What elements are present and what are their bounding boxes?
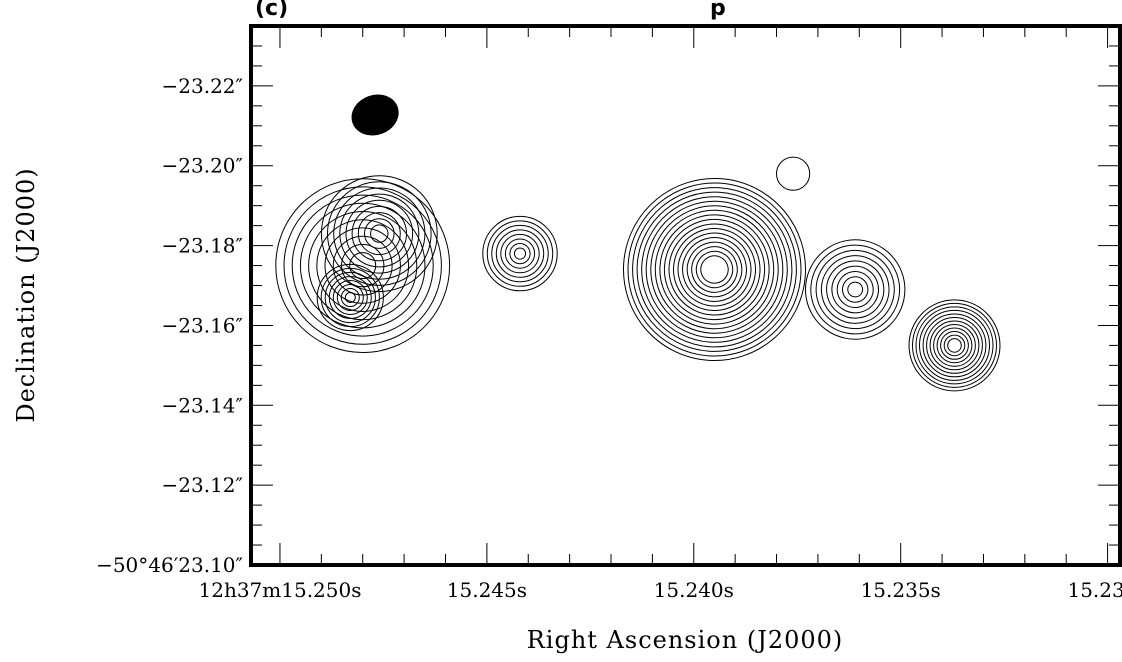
contour-core-level-18: [700, 255, 729, 284]
contour-east-lobe-lower-level-2: [327, 181, 432, 286]
y-tick-label: −23.22″: [162, 74, 243, 98]
contour-core-level-10: [663, 218, 766, 321]
contour-knot-level-5: [500, 233, 540, 274]
contour-west-knot-level-5: [922, 313, 987, 378]
contour-core-level-1: [623, 178, 806, 361]
y-tick-label: −23.16″: [162, 313, 243, 337]
tick-marks: [251, 25, 1120, 566]
x-tick-label: 15.240s: [654, 578, 734, 602]
contour-mid-knot-level-9: [847, 281, 864, 298]
contour-knot-level-2: [486, 220, 554, 287]
contour-west-knot-level-11: [943, 334, 966, 357]
contour-east-lobe-lower-level-4: [339, 193, 420, 274]
contour-east-link-level-1: [275, 178, 451, 354]
contour-core-level-2: [627, 182, 802, 357]
x-axis-title: Right Ascension (J2000): [527, 626, 844, 654]
contour-west-knot-level-2: [912, 302, 997, 388]
contour-core-level-17: [695, 250, 734, 289]
contour-core-level-9: [659, 214, 770, 325]
contour-east-link-level-5: [308, 211, 418, 321]
contour-west-knot-level-10: [940, 331, 969, 360]
contour-east-lobe-lower-level-5: [345, 199, 414, 268]
chart-title: (c): [255, 0, 288, 21]
contour-knot-level-7: [509, 243, 531, 265]
contour-west-knot-level-9: [936, 327, 973, 364]
contour-east-lobe-lower-level-1: [320, 175, 438, 293]
y-tick-label: −23.20″: [162, 154, 243, 178]
contour-core-level-15: [686, 241, 743, 298]
contour-core-level-8: [654, 209, 775, 330]
contour-core-level-13: [677, 232, 752, 307]
plot-frame: [249, 24, 1122, 567]
x-tick-label: 15.230s: [1067, 578, 1122, 602]
contour-west-knot-level-3: [915, 306, 994, 385]
contour-knot-level-8: [513, 247, 527, 260]
contour-core-level-11: [668, 223, 761, 316]
contour-knot-level-3: [491, 224, 549, 283]
contour-west-knot-level-7: [929, 320, 980, 371]
beam-ellipse: [351, 94, 399, 136]
contour-east-link-level-8: [332, 235, 393, 296]
contour-mid-knot-level-6: [831, 265, 880, 314]
chart-title-suffix: p: [710, 0, 726, 21]
contour-core-level-5: [641, 196, 788, 343]
contour-mid-knot-level-7: [836, 271, 874, 308]
contour-core-level-14: [682, 237, 747, 302]
y-tick-labels: −50°46′23.10″ −23.12″ −23.14″ −23.16″ −23.18…: [96, 74, 243, 577]
contour-knot-level-4: [495, 229, 545, 278]
contour-east-link-level-10: [349, 252, 377, 280]
contour-mid-knot-level-8: [841, 276, 869, 303]
contour-east-lobe-lower-level-3: [333, 187, 426, 280]
contour-core-level-7: [650, 205, 779, 334]
contour-east-lobe-lower-level-9: [370, 224, 389, 243]
contour-west-knot-level-12: [947, 338, 962, 353]
x-tick-label: 15.245s: [447, 578, 527, 602]
contour-mid-knot-level-4: [820, 255, 890, 324]
beam-layer: [351, 94, 399, 136]
contour-east-lobe-upper-level-6: [336, 284, 364, 311]
y-tick-label: −23.12″: [162, 473, 243, 497]
contour-core-level-16: [691, 246, 738, 293]
contour-mid-knot-level-5: [826, 260, 885, 319]
contour-east-link-level-6: [316, 219, 410, 313]
contour-mid-knot-level-2: [810, 244, 901, 335]
contour-knot-level-1: [482, 215, 558, 292]
contour-east-link-level-2: [283, 186, 442, 345]
y-tick-label: −23.18″: [162, 234, 243, 258]
contour-core-level-3: [632, 187, 797, 352]
contour-knot-level-6: [504, 238, 536, 269]
x-tick-label: 15.235s: [861, 578, 941, 602]
contour-west-knot-level-1: [908, 299, 1001, 392]
contour-west-knot-level-8: [933, 324, 976, 367]
contour-core-level-6: [645, 200, 784, 339]
x-tick-label: 12h37m15.250s: [199, 578, 362, 602]
y-axis-title: Declination (J2000): [12, 167, 40, 422]
x-tick-labels: 12h37m15.250s 15.245s 15.240s 15.235s 15.230…: [199, 578, 1122, 602]
contour-east-link-level-9: [341, 243, 385, 288]
contour-mid-knot-level-3: [815, 249, 895, 330]
contour-mid-knot-level-1: [805, 239, 906, 340]
contour-layer: [275, 156, 1001, 392]
contour-east-link-level-3: [291, 194, 434, 337]
contour-core-level-12: [673, 228, 756, 311]
contour-east-lobe-upper-level-5: [332, 280, 368, 315]
contour-east-lobe-upper-level-3: [324, 271, 376, 324]
contour-stray-level-1: [776, 156, 811, 191]
y-tick-label: −50°46′23.10″: [96, 553, 243, 577]
contour-west-knot-level-6: [926, 317, 983, 374]
contour-east-lobe-upper-level-1: [316, 263, 384, 332]
contour-core-level-4: [636, 191, 793, 348]
contour-east-lobe-upper-level-7: [340, 288, 360, 307]
contour-east-lobe-lower-level-8: [364, 218, 395, 249]
contour-west-knot-level-4: [919, 309, 990, 381]
contour-east-link-level-7: [324, 227, 401, 304]
contour-east-link-level-4: [299, 202, 426, 329]
contour-east-lobe-lower-level-7: [357, 212, 401, 256]
y-tick-label: −23.14″: [162, 393, 243, 417]
